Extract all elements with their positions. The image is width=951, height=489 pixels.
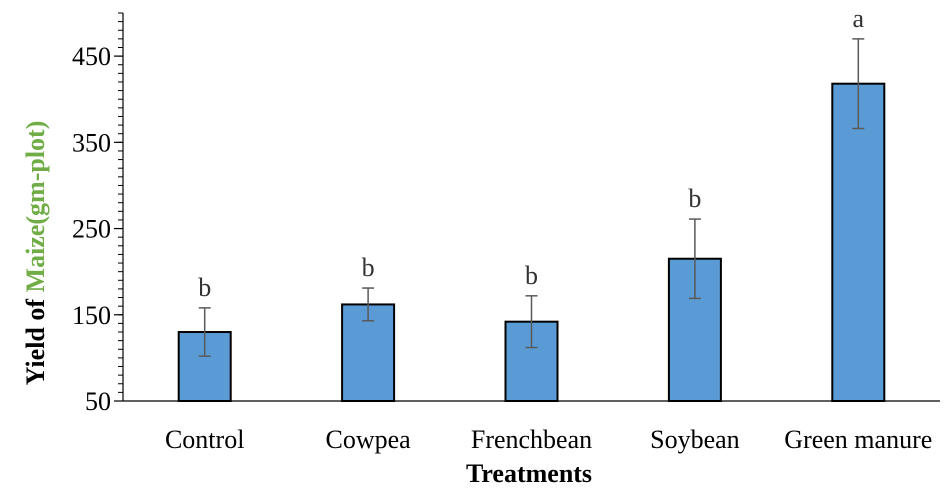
significance-label: b [362,253,375,282]
y-axis-title-part: Maize(gm-plot) [21,121,50,293]
significance-label: a [853,4,865,33]
y-tick-label: 50 [85,387,111,416]
significance-label: b [688,184,701,213]
y-axis-title-part: Yield of [21,292,50,385]
x-axis-title: Treatments [466,459,592,488]
y-axis-title: Yield of Maize(gm-plot) [21,121,50,386]
x-axis: Control Cowpea Frenchbean Soybean Green manu… [123,400,940,454]
significance-label: b [198,273,211,302]
y-tick-label: 450 [72,42,111,71]
bar-green-manure [831,82,886,403]
bars: b b b b a [177,4,886,403]
x-tick-label: Green manure [784,425,932,454]
y-tick-label: 250 [72,215,111,244]
significance-label: b [525,261,538,290]
x-tick-label: Soybean [650,425,740,454]
x-tick-label: Cowpea [325,425,411,454]
x-tick-label: Frenchbean [471,425,592,454]
y-tick-label: 150 [72,301,111,330]
y-axis: 50 150 250 350 450 [72,12,124,416]
x-tick-label: Control [165,425,244,454]
y-tick-label: 350 [72,128,111,157]
